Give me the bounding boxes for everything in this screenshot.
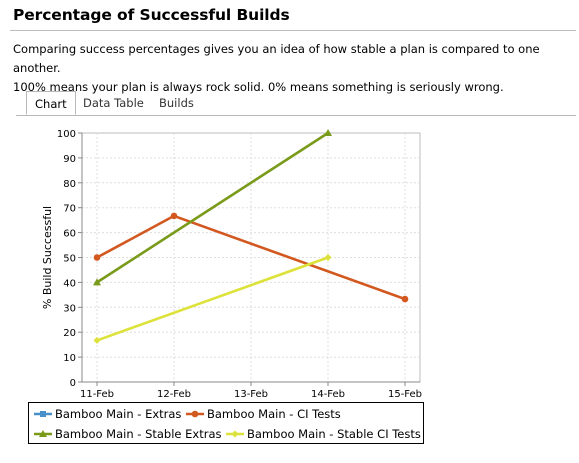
legend-swatch-icon [34, 430, 52, 437]
y-tick-label: 90 [63, 154, 76, 165]
legend-label: Bamboo Main - CI Tests [207, 407, 341, 421]
data-point [170, 212, 178, 220]
series-line-3 [96, 256, 329, 342]
legend-swatch-icon [186, 410, 204, 418]
y-tick-label: 60 [63, 229, 76, 240]
data-point [93, 336, 101, 344]
legend-label: Bamboo Main - Extras [55, 407, 182, 421]
description-line-1: Comparing success percentages gives you … [13, 42, 540, 75]
y-tick-label: 50 [63, 254, 76, 265]
page-title: Percentage of Successful Builds [13, 6, 290, 24]
x-tick-label: 14-Feb [311, 389, 345, 400]
y-axis-label: % Build Successful [41, 206, 54, 309]
legend-label: Bamboo Main - Stable Extras [55, 427, 222, 441]
series-line-2 [96, 131, 329, 284]
legend-label: Bamboo Main - Stable CI Tests [247, 427, 421, 441]
y-tick-label: 40 [63, 278, 76, 289]
y-tick-label: 30 [63, 303, 76, 314]
data-point [93, 278, 101, 286]
data-point [324, 129, 332, 136]
page-description: Comparing success percentages gives you … [13, 40, 573, 97]
tab-builds[interactable]: Builds [159, 96, 194, 110]
tab-chart[interactable]: Chart [26, 91, 76, 115]
y-tick-label: 80 [63, 179, 76, 190]
data-point [93, 254, 101, 261]
data-point [324, 254, 332, 261]
y-tick-label: 70 [63, 204, 76, 215]
x-tick-label: 13-Feb [234, 389, 268, 400]
y-tick-label: 0 [70, 378, 76, 389]
y-tick-label: 20 [63, 328, 76, 339]
tab-bar-divider [16, 115, 576, 116]
data-point [401, 295, 409, 303]
y-tick-label: 10 [63, 353, 76, 364]
chart-legend: Bamboo Main - Extras Bamboo Main - CI Tes… [28, 402, 424, 444]
legend-swatch-icon [226, 430, 244, 438]
title-divider [10, 30, 576, 31]
x-tick-label: 12-Feb [157, 389, 191, 400]
tab-data-table[interactable]: Data Table [83, 96, 144, 110]
x-tick-label: 15-Feb [388, 389, 422, 400]
description-line-2: 100% means your plan is always rock soli… [13, 80, 504, 94]
legend-swatch-icon [34, 411, 52, 417]
y-tick-label: 100 [57, 129, 76, 140]
x-tick-label: 11-Feb [80, 389, 114, 400]
